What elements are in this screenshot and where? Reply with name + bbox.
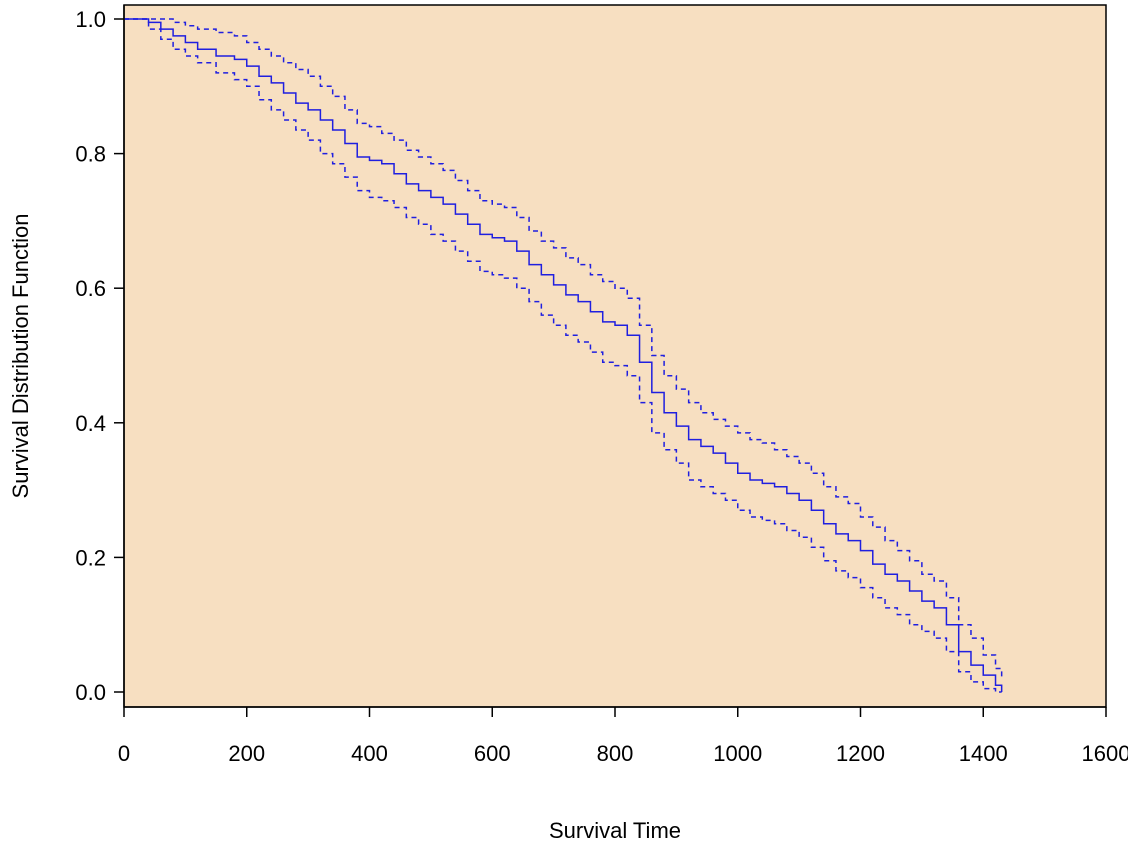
y-tick-label: 1.0 xyxy=(75,7,106,32)
y-tick-label: 0.8 xyxy=(75,142,106,167)
x-tick-label: 200 xyxy=(228,741,265,766)
x-tick-label: 1600 xyxy=(1082,741,1128,766)
x-axis-title: Survival Time xyxy=(549,818,681,843)
y-tick-label: 0.2 xyxy=(75,545,106,570)
series-group xyxy=(124,18,1003,693)
survival-estimate-line xyxy=(124,18,1003,692)
lower-confidence-line xyxy=(124,18,1002,693)
x-axis-ticks: 0 200 400 600 800 1000 1200 1400 1600 xyxy=(118,707,1128,766)
plot-area xyxy=(123,4,1107,708)
x-tick-label: 800 xyxy=(597,741,634,766)
y-tick-label: 0.6 xyxy=(75,276,106,301)
x-tick-label: 1200 xyxy=(836,741,885,766)
y-axis-ticks: 0.0 0.2 0.4 0.6 0.8 1.0 xyxy=(75,7,124,705)
x-tick-label: 1400 xyxy=(959,741,1008,766)
x-tick-label: 0 xyxy=(118,741,130,766)
upper-confidence-line xyxy=(124,18,1003,679)
x-tick-label: 1000 xyxy=(713,741,762,766)
y-tick-label: 0.4 xyxy=(75,411,106,436)
x-tick-label: 600 xyxy=(474,741,511,766)
x-tick-label: 400 xyxy=(351,741,388,766)
y-tick-label: 0.0 xyxy=(75,680,106,705)
y-axis-title: Survival Distribution Function xyxy=(8,214,33,499)
